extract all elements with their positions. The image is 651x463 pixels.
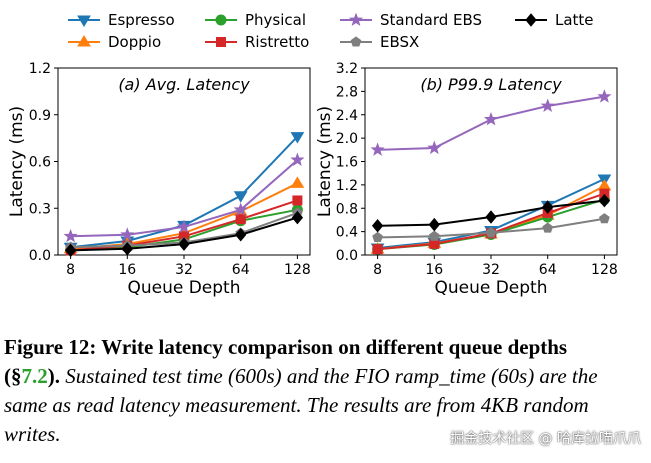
data-point	[542, 200, 554, 214]
x-tick-label: 16	[118, 262, 136, 278]
y-tick-label: 0.3	[29, 201, 51, 217]
caption-section-link[interactable]: 7.2	[21, 364, 48, 388]
legend-item-latte: Latte	[515, 11, 594, 29]
y-tick-label: 0.6	[29, 155, 51, 171]
data-point	[370, 142, 385, 156]
legend-marker-standard-ebs	[348, 12, 364, 27]
x-tick-label: 32	[482, 262, 500, 278]
data-point	[427, 140, 442, 155]
data-point	[428, 230, 440, 241]
y-tick-label: 0.4	[336, 225, 358, 241]
y-tick-label: 0.0	[29, 248, 51, 264]
data-point	[235, 227, 247, 242]
caption-label: Figure 12: Write latency comparison on d…	[4, 335, 568, 359]
data-point	[290, 132, 305, 144]
legend-marker-ebsx	[350, 36, 362, 47]
x-axis-label: Queue Depth	[434, 278, 547, 298]
figure-caption: Figure 12: Write latency comparison on d…	[4, 333, 644, 449]
y-tick-label: 0.8	[336, 201, 358, 217]
x-axis-label: Queue Depth	[127, 278, 240, 298]
caption-body: Sustained test time (600s) and the FIO r…	[4, 364, 598, 446]
figure: Espresso Doppio Physical Ristretto Standard …	[7, 11, 618, 298]
y-tick-label: 2.0	[336, 131, 358, 147]
series-standard-ebs	[63, 152, 305, 243]
data-point	[485, 210, 497, 224]
legend-label: Doppio	[108, 33, 161, 51]
data-point	[233, 191, 248, 203]
series-latte	[371, 193, 611, 233]
x-tick-label: 128	[591, 262, 618, 278]
data-point	[483, 112, 499, 126]
data-point	[291, 210, 304, 225]
x-tick-label: 16	[425, 262, 443, 278]
watermark: 掘金技术社区 @ 哈库拉喵爪爪	[450, 431, 641, 447]
legend-label: Espresso	[108, 11, 175, 29]
legend-item-espresso: Espresso	[68, 11, 175, 29]
x-tick-label: 64	[539, 262, 557, 278]
data-point	[120, 227, 135, 241]
legend-marker-doppio	[77, 35, 91, 47]
legend-marker-espresso	[77, 15, 91, 27]
chart-title: (a) Avg. Latency	[118, 75, 250, 94]
caption-ref-open: (§	[4, 364, 22, 388]
y-tick-label: 1.2	[29, 61, 51, 77]
legend-label: Latte	[555, 11, 594, 29]
legend-item-physical: Physical	[205, 11, 306, 29]
y-tick-label: 1.6	[336, 155, 358, 171]
legend-label: Ristretto	[245, 33, 309, 51]
y-tick-label: 2.8	[336, 84, 358, 100]
data-point	[540, 98, 555, 112]
chart-title: (b) P99.9 Latency	[420, 75, 562, 94]
data-point	[178, 237, 190, 251]
data-point	[235, 214, 246, 225]
y-tick-label: 0.9	[29, 108, 51, 124]
legend-label: EBSX	[380, 33, 419, 51]
legend-item-doppio: Doppio	[68, 33, 161, 51]
data-point	[542, 222, 554, 233]
series-standard-ebs	[370, 89, 612, 156]
data-point	[598, 193, 611, 208]
legend-label: Standard EBS	[380, 11, 482, 29]
series-latte	[64, 210, 304, 258]
legend-marker-ristretto	[216, 37, 226, 47]
legend-label: Physical	[245, 11, 306, 29]
data-point	[371, 219, 384, 233]
legend-item-ristretto: Ristretto	[205, 33, 309, 51]
x-tick-label: 32	[175, 262, 193, 278]
y-axis-label: Latency (ms)	[7, 106, 27, 217]
data-point	[372, 231, 383, 243]
data-point	[485, 227, 497, 238]
legend: Espresso Doppio Physical Ristretto Standard …	[68, 11, 594, 51]
caption-ref-close: ).	[47, 364, 60, 388]
data-point	[176, 219, 192, 233]
data-point	[599, 213, 610, 224]
data-point	[290, 176, 305, 188]
y-tick-label: 3.2	[336, 61, 358, 77]
chart-avg-latency: 0.0 0.3 0.6 0.9 1.2 8 16 32 64 128 (a) Avg. Latenc…	[7, 61, 311, 298]
data-point	[63, 228, 78, 243]
data-point	[428, 217, 440, 232]
legend-item-ebsx: EBSX	[340, 33, 419, 51]
data-point	[121, 241, 133, 256]
x-tick-label: 64	[232, 262, 250, 278]
data-point	[233, 202, 248, 216]
legend-marker-latte	[525, 13, 537, 27]
legend-item-standard-ebs: Standard EBS	[340, 11, 482, 29]
legend-marker-physical	[215, 14, 227, 26]
data-point	[372, 244, 383, 255]
y-tick-label: 0.0	[336, 248, 358, 264]
x-tick-label: 128	[284, 262, 311, 278]
x-tick-label: 8	[66, 262, 75, 278]
chart-p999-latency: 0.0 0.4 0.8 1.2 1.6 2.0 2.4 2.8 3.2 8 16 32 64 128 (b)…	[315, 61, 618, 298]
y-tick-label: 2.4	[336, 108, 358, 124]
y-axis-label: Latency (ms)	[315, 106, 335, 217]
data-point	[290, 152, 305, 166]
data-point	[597, 89, 612, 103]
y-tick-label: 1.2	[336, 178, 358, 194]
x-tick-label: 8	[373, 262, 382, 278]
data-point	[292, 195, 303, 206]
data-point	[64, 243, 77, 258]
series-ebsx	[372, 213, 610, 243]
